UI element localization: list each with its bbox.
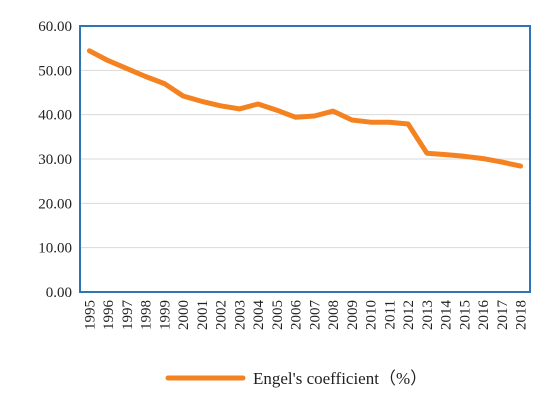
x-tick-label: 2010 [364, 300, 380, 330]
x-tick-label: 2004 [251, 300, 267, 331]
x-tick-label: 2018 [514, 300, 530, 330]
y-axis-ticks: 0.00 10.00 20.00 30.00 40.00 50.00 60.00 [38, 19, 72, 301]
plot-frame [79, 25, 531, 293]
x-tick-label: 2008 [326, 300, 342, 330]
x-tick-label: 2003 [232, 300, 248, 330]
x-tick-label: 1996 [101, 300, 117, 331]
x-tick-label: 2015 [457, 300, 473, 330]
x-tick-label: 2017 [495, 300, 511, 331]
y-tick-label: 0.00 [46, 285, 72, 301]
x-tick-label: 1998 [139, 300, 155, 330]
x-tick-label: 2000 [176, 300, 192, 330]
y-tick-label: 60.00 [38, 19, 72, 35]
x-tick-label: 1995 [82, 300, 98, 330]
x-tick-label: 2012 [401, 300, 417, 330]
x-tick-label: 2014 [439, 300, 455, 331]
y-tick-label: 50.00 [38, 63, 72, 79]
series-line [86, 48, 524, 169]
y-tick-label: 30.00 [38, 152, 72, 168]
y-tick-label: 20.00 [38, 196, 72, 212]
x-tick-label: 2011 [382, 300, 398, 329]
series-layer [86, 48, 524, 169]
x-tick-label: 2009 [345, 300, 361, 330]
x-tick-label: 2005 [270, 300, 286, 330]
legend-label: Engel's coefficient（%） [253, 369, 427, 388]
x-tick-label: 1997 [120, 300, 136, 331]
legend: Engel's coefficient（%） [165, 369, 427, 388]
y-tick-label: 40.00 [38, 108, 72, 124]
x-axis-ticks: 1995 1996 1997 1998 1999 2000 2001 2002 2003 2004… [82, 300, 529, 331]
y-tick-label: 10.00 [38, 241, 72, 257]
x-tick-label: 2016 [476, 300, 492, 331]
x-tick-label: 2001 [195, 300, 211, 330]
x-tick-label: 2013 [420, 300, 436, 330]
gridlines [80, 69, 530, 249]
x-tick-label: 2006 [289, 300, 305, 331]
x-tick-label: 2007 [307, 300, 323, 331]
x-tick-label: 2002 [214, 300, 230, 330]
x-tick-label: 1999 [157, 300, 173, 330]
